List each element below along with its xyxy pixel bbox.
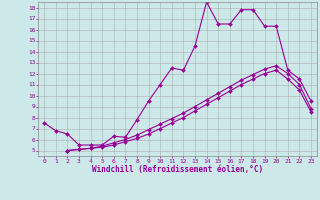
X-axis label: Windchill (Refroidissement éolien,°C): Windchill (Refroidissement éolien,°C) [92, 165, 263, 174]
